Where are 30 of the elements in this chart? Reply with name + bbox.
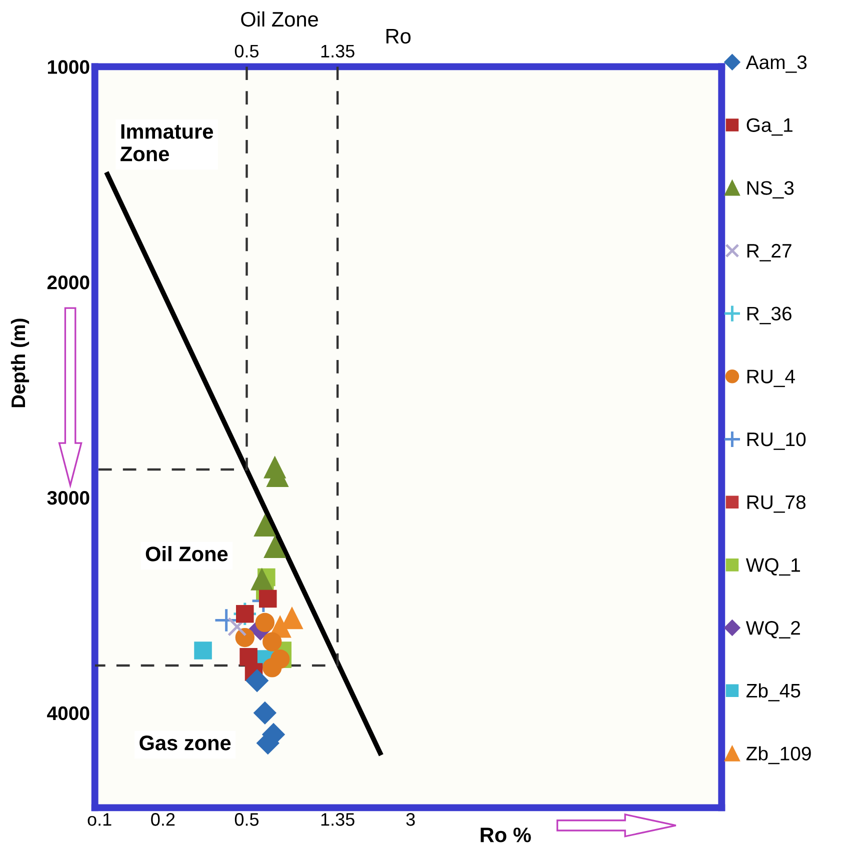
x-tick-label: 0.5: [234, 813, 259, 826]
annotation: Gas zone: [140, 736, 231, 750]
legend-label: RU_78: [747, 495, 806, 513]
annotation: 0.5: [234, 44, 259, 58]
y-tick-label: 4000: [47, 706, 90, 720]
text: Ro: [386, 29, 411, 44]
x-tick-label: 0.2: [151, 813, 175, 826]
legend-label: Aam_3: [746, 55, 807, 73]
legend-label: Zb_45: [746, 683, 800, 702]
x-tick-label: 3: [406, 813, 415, 826]
legend-label: WQ_2: [746, 621, 800, 638]
x-tick-label: 1.35: [321, 813, 354, 826]
legend-label: Zb_109: [746, 746, 811, 764]
legend-label: RU_4: [747, 370, 795, 388]
legend-label: NS_3: [747, 181, 794, 199]
y-axis-title: Depth (m): [10, 318, 30, 408]
legend-label: RU_10: [747, 432, 806, 450]
y-tick-label: 3000: [47, 490, 90, 505]
legend-label: WQ_1: [746, 558, 800, 576]
text: Oil Zone: [241, 11, 318, 27]
annotation: Oil Zone: [146, 546, 228, 562]
legend-label: R_36: [747, 306, 792, 324]
y-tick-label: 1000: [48, 60, 90, 74]
annotation: 1.35: [321, 44, 354, 58]
annotation: Immature Zone: [120, 124, 214, 162]
x-axis-title: Ro %: [480, 828, 531, 842]
y-tick-label: 2000: [47, 276, 90, 290]
x-tick-label: o.1: [88, 813, 112, 826]
legend-label: R_27: [747, 244, 792, 262]
legend-label: Ga_1: [746, 118, 792, 136]
